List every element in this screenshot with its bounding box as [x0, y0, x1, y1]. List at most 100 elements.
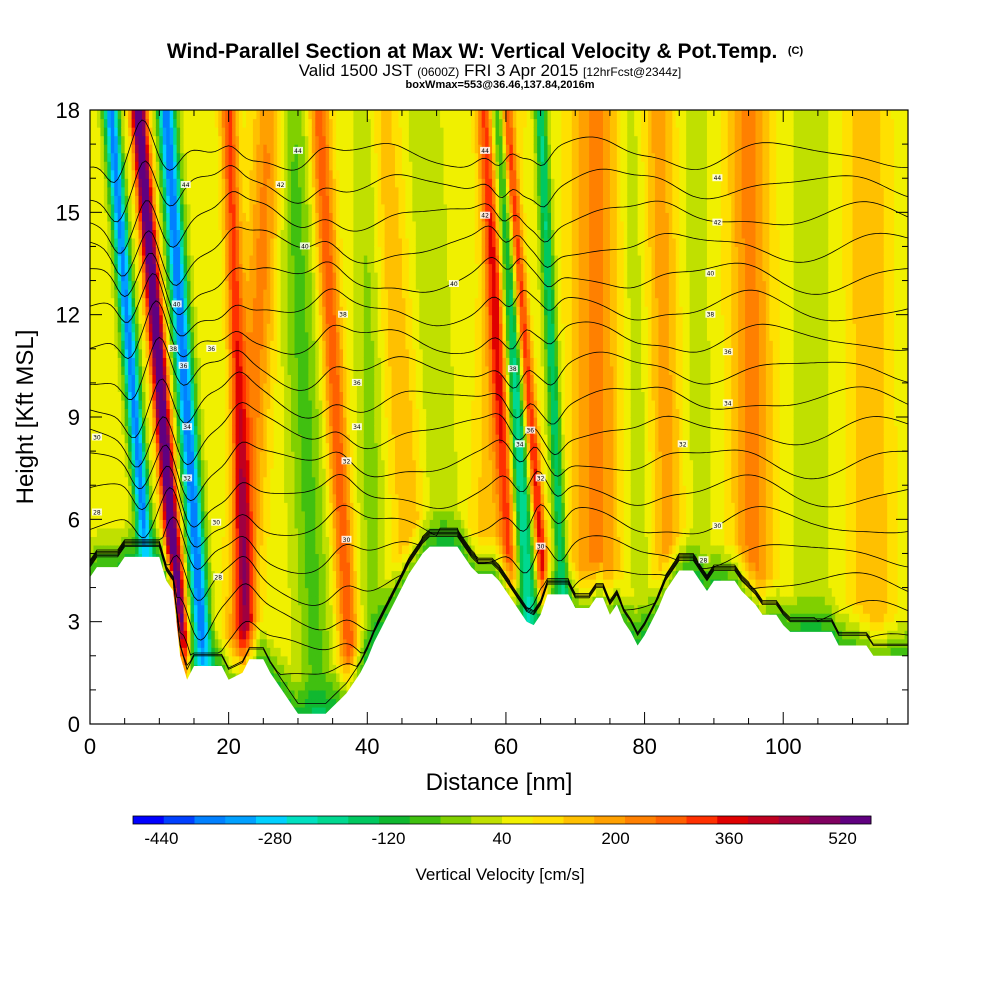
contour-label-text: 36 — [526, 428, 534, 435]
colorbar-swatch — [594, 816, 625, 824]
plot-area: 4440383634323630283028444240383634323044… — [90, 110, 909, 725]
contour-label-text: 44 — [481, 148, 489, 155]
contour-label: 40 — [300, 242, 310, 250]
copyright-mark: (C) — [788, 45, 804, 57]
x-tick-label: 100 — [765, 734, 802, 759]
contour-label-text: 30 — [537, 544, 545, 551]
contour-label-text: 34 — [516, 441, 524, 448]
colorbar-tick-label: 360 — [715, 829, 743, 848]
colorbar-swatch — [656, 816, 687, 824]
contour-label: 32 — [342, 457, 352, 465]
contour-label: 38 — [168, 345, 178, 353]
colorbar-title: Vertical Velocity [cm/s] — [415, 865, 584, 884]
x-tick-label: 80 — [632, 734, 656, 759]
contour-label-text: 36 — [180, 363, 188, 370]
subtitle-prefix: Valid 1500 JST — [299, 61, 413, 80]
box-info: boxWmax=553@36.46,137.84,2016m — [406, 79, 595, 91]
contour-label-text: 30 — [93, 435, 101, 442]
chart-title: Wind-Parallel Section at Max W: Vertical… — [167, 40, 778, 63]
contour-label-text: 34 — [724, 400, 732, 407]
colorbar-swatch — [318, 816, 349, 824]
colorbar-swatch — [748, 816, 779, 824]
x-tick-label: 20 — [216, 734, 240, 759]
colorbar-swatch — [840, 816, 871, 824]
contour-label-text: 42 — [714, 220, 722, 227]
colorbar-tick-label: -120 — [371, 829, 405, 848]
subtitle: Valid 1500 JST (0600Z) FRI 3 Apr 2015 [1… — [299, 61, 682, 80]
x-axis-label: Distance [nm] — [426, 769, 573, 796]
contour-label-text: 42 — [481, 213, 489, 220]
contour-label: 30 — [92, 434, 102, 442]
svg-text:Wind-Parallel Section at Max W: Wind-Parallel Section at Max W: Vertical… — [167, 40, 804, 63]
contour-label-text: 28 — [700, 557, 708, 564]
colorbar-swatch — [225, 816, 256, 824]
colorbar-swatch — [164, 816, 195, 824]
colorbar-tick-label: 40 — [493, 829, 512, 848]
colorbar-swatch — [379, 816, 410, 824]
contour-label: 36 — [352, 379, 362, 387]
colorbar-swatch — [625, 816, 656, 824]
contour-label-text: 40 — [301, 243, 309, 250]
contour-label: 40 — [172, 300, 182, 308]
contour-label-text: 32 — [537, 475, 545, 482]
colorbar-tick-label: 200 — [601, 829, 629, 848]
colorbar-tick-label: -440 — [144, 829, 178, 848]
contour-label-text: 34 — [353, 424, 361, 431]
contour-label-text: 44 — [294, 148, 302, 155]
contour-label: 36 — [723, 348, 733, 356]
contour-label-text: 42 — [277, 182, 285, 189]
contour-label: 36 — [179, 362, 189, 370]
contour-label-text: 44 — [714, 175, 722, 182]
contour-label: 28 — [699, 556, 709, 564]
y-tick-label: 0 — [68, 712, 80, 737]
contour-label-text: 44 — [182, 182, 190, 189]
colorbar-swatch — [533, 816, 564, 824]
figure: Wind-Parallel Section at Max W: Vertical… — [0, 0, 1000, 1000]
contour-label-text: 30 — [212, 520, 220, 527]
contour-label: 30 — [342, 536, 352, 544]
contour-label: 42 — [276, 181, 286, 189]
contour-label-text: 36 — [353, 380, 361, 387]
contour-label-text: 40 — [707, 271, 715, 278]
y-tick-label: 18 — [56, 98, 80, 123]
x-tick-label: 40 — [355, 734, 379, 759]
colorbar-swatch — [133, 816, 164, 824]
contour-label: 38 — [705, 311, 715, 319]
subtitle-forecast: [12hrFcst@2344z] — [583, 65, 681, 79]
contour-label-text: 40 — [450, 281, 458, 288]
colorbar-swatch — [195, 816, 226, 824]
contour-label: 28 — [92, 509, 102, 517]
contour-label: 30 — [211, 519, 221, 527]
y-tick-label: 6 — [68, 507, 80, 532]
contour-label: 36 — [525, 427, 535, 435]
contour-label: 40 — [705, 270, 715, 278]
contour-label-text: 38 — [339, 312, 347, 319]
colorbar-swatch — [717, 816, 748, 824]
y-tick-label: 9 — [68, 405, 80, 430]
contour-label: 42 — [712, 219, 722, 227]
contour-label-text: 28 — [93, 510, 101, 517]
y-axis-label: Height [Kft MSL] — [12, 330, 39, 505]
contour-label: 34 — [182, 423, 192, 431]
contour-label-text: 32 — [183, 475, 191, 482]
y-tick-label: 3 — [68, 610, 80, 635]
colorbar-tick-label: 520 — [828, 829, 856, 848]
contour-label-text: 36 — [724, 349, 732, 356]
contour-label: 40 — [449, 280, 459, 288]
contour-label-text: 38 — [509, 366, 517, 373]
contour-label-text: 38 — [707, 312, 715, 319]
contour-label-text: 28 — [214, 574, 222, 581]
colorbar-swatch — [779, 816, 810, 824]
colorbar-tick-label: -280 — [258, 829, 292, 848]
contour-label: 32 — [536, 474, 546, 482]
colorbar-swatch — [687, 816, 718, 824]
x-tick-label: 0 — [84, 734, 96, 759]
contour-label-text: 36 — [207, 346, 215, 353]
contour-label: 42 — [480, 212, 490, 220]
contour-label-text: 34 — [183, 424, 191, 431]
contour-label: 32 — [678, 440, 688, 448]
contour-label: 32 — [182, 474, 192, 482]
contour-label: 34 — [723, 399, 733, 407]
colorbar-swatch — [502, 816, 533, 824]
contour-label-text: 32 — [343, 458, 351, 465]
